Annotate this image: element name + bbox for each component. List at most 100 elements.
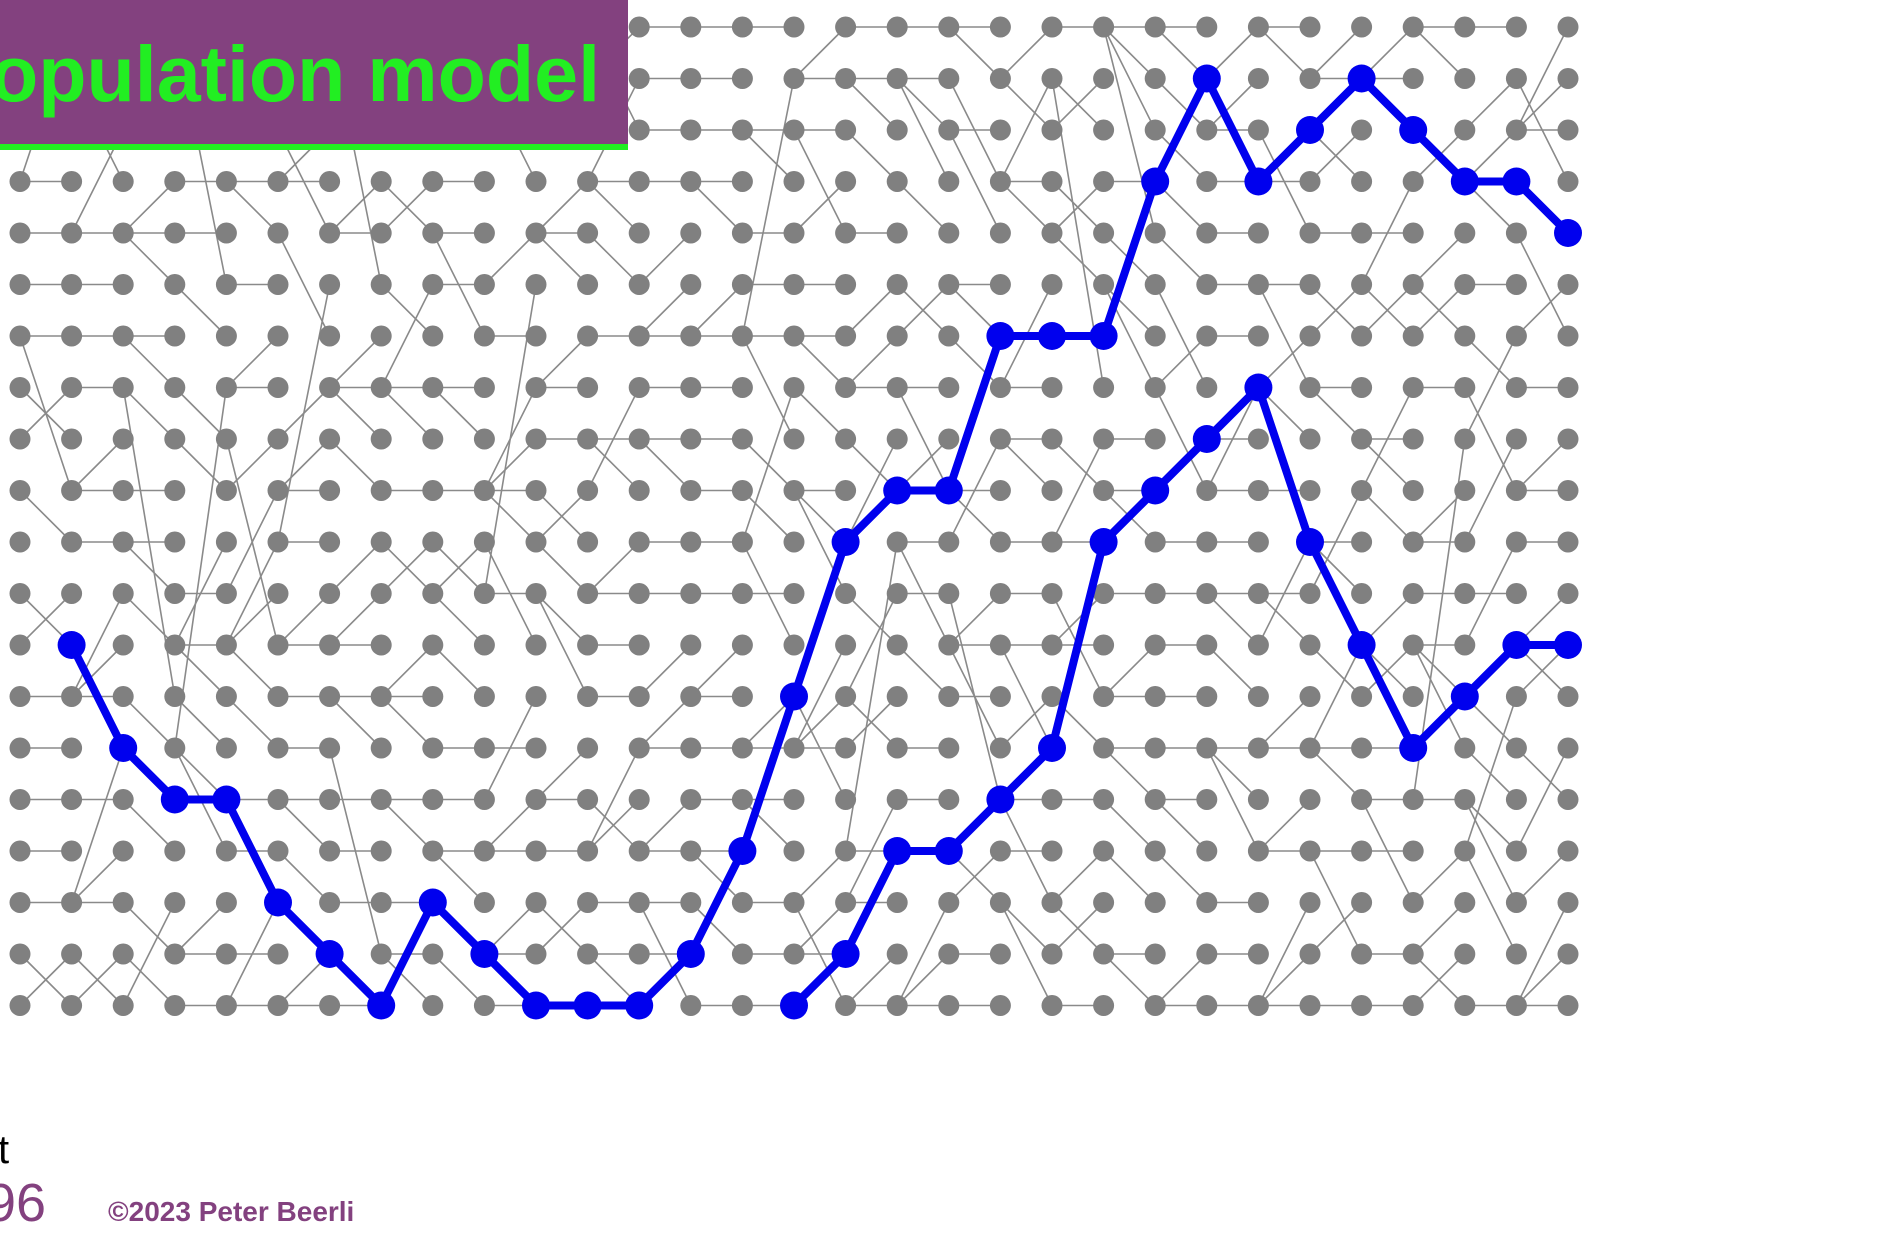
individual-node: [783, 16, 805, 38]
individual-node: [422, 480, 444, 501]
parent-edge: [431, 386, 486, 440]
individual-node: [1351, 274, 1373, 295]
individual-node: [215, 943, 237, 965]
parent-edge: [1412, 644, 1466, 749]
parent-edge: [1257, 953, 1311, 1007]
parent-edge: [1515, 77, 1569, 183]
individual-node: [1196, 119, 1218, 141]
parent-edge: [947, 335, 1002, 389]
individual-node: [473, 686, 495, 707]
individual-node: [319, 737, 341, 759]
lineage-b-node: [780, 991, 808, 1020]
individual-node: [1247, 634, 1269, 656]
parent-edge: [1515, 901, 1569, 1007]
parent-edge: [483, 386, 537, 492]
parent-edge: [483, 489, 537, 543]
parent-edge: [70, 438, 124, 492]
individual-node: [1093, 583, 1115, 604]
individual-node: [1196, 325, 1218, 347]
individual-node: [1041, 428, 1063, 450]
individual-node: [1093, 686, 1115, 707]
individual-node: [1144, 634, 1166, 656]
parent-edge: [225, 541, 279, 646]
individual-node: [1093, 840, 1115, 862]
parent-edge: [277, 386, 331, 440]
parent-edge: [535, 747, 589, 801]
parent-edge: [638, 644, 692, 698]
parent-edge: [431, 850, 486, 904]
individual-node: [1247, 995, 1269, 1016]
individual-node: [680, 583, 702, 604]
parent-edge: [225, 438, 279, 492]
parent-edge: [1257, 695, 1311, 749]
parent-edge: [999, 77, 1053, 131]
individual-node: [835, 377, 857, 398]
individual-node: [783, 171, 805, 192]
individual-node: [370, 171, 392, 192]
parent-edge: [225, 335, 279, 389]
individual-node: [783, 274, 805, 295]
parent-edge: [1206, 747, 1260, 852]
individual-node: [9, 583, 31, 604]
individual-node: [1557, 171, 1579, 192]
individual-node: [1299, 325, 1321, 347]
lineage-a-node: [1244, 167, 1273, 196]
individual-node: [370, 943, 392, 965]
parent-edge: [1102, 747, 1156, 801]
individual-node: [525, 171, 547, 192]
individual-node: [112, 789, 134, 810]
individual-node: [1196, 274, 1218, 295]
individual-node: [1093, 68, 1115, 89]
parent-edge: [535, 592, 589, 646]
parent-edge: [277, 438, 331, 492]
individual-node: [577, 274, 599, 295]
lineage-a-node: [57, 631, 86, 659]
parent-edge: [1154, 386, 1208, 492]
individual-node: [112, 634, 134, 656]
individual-node: [1196, 943, 1218, 965]
parent-edge: [1412, 232, 1466, 286]
individual-node: [783, 119, 805, 141]
parent-edge: [225, 592, 279, 646]
parent-edge: [1360, 489, 1414, 543]
individual-node: [422, 840, 444, 862]
lineage-a-node: [1089, 322, 1118, 350]
individual-node: [1454, 531, 1476, 553]
parent-edge: [1412, 850, 1466, 904]
parent-edge: [844, 695, 899, 749]
individual-node: [9, 892, 31, 913]
individual-node: [1144, 789, 1166, 810]
individual-node: [370, 531, 392, 553]
individual-node: [1144, 222, 1166, 244]
lineage-a-node: [470, 940, 499, 968]
individual-node: [886, 892, 908, 913]
individual-node: [215, 222, 237, 244]
individual-node: [1557, 995, 1579, 1016]
individual-node: [1299, 171, 1321, 192]
individual-node: [1557, 840, 1579, 862]
individual-node: [1557, 119, 1579, 141]
individual-node: [215, 377, 237, 398]
individual-node: [938, 428, 960, 450]
parent-edge: [586, 798, 641, 852]
parent-edge: [535, 592, 589, 698]
individual-node: [473, 840, 495, 862]
parent-edge: [1154, 283, 1208, 389]
individual-node: [1144, 840, 1166, 862]
individual-node: [1299, 634, 1321, 656]
individual-node: [628, 377, 650, 398]
individual-node: [267, 995, 289, 1016]
parent-edge: [1102, 850, 1156, 904]
individual-node: [164, 995, 186, 1016]
individual-node: [1299, 428, 1321, 450]
individual-node: [886, 583, 908, 604]
individual-node: [680, 789, 702, 810]
individual-node: [267, 325, 289, 347]
individual-node: [1247, 892, 1269, 913]
individual-node: [1299, 16, 1321, 38]
individual-node: [835, 16, 857, 38]
lineage-a-node: [573, 991, 602, 1020]
individual-node: [1093, 171, 1115, 192]
individual-node: [267, 377, 289, 398]
individual-node: [267, 583, 289, 604]
